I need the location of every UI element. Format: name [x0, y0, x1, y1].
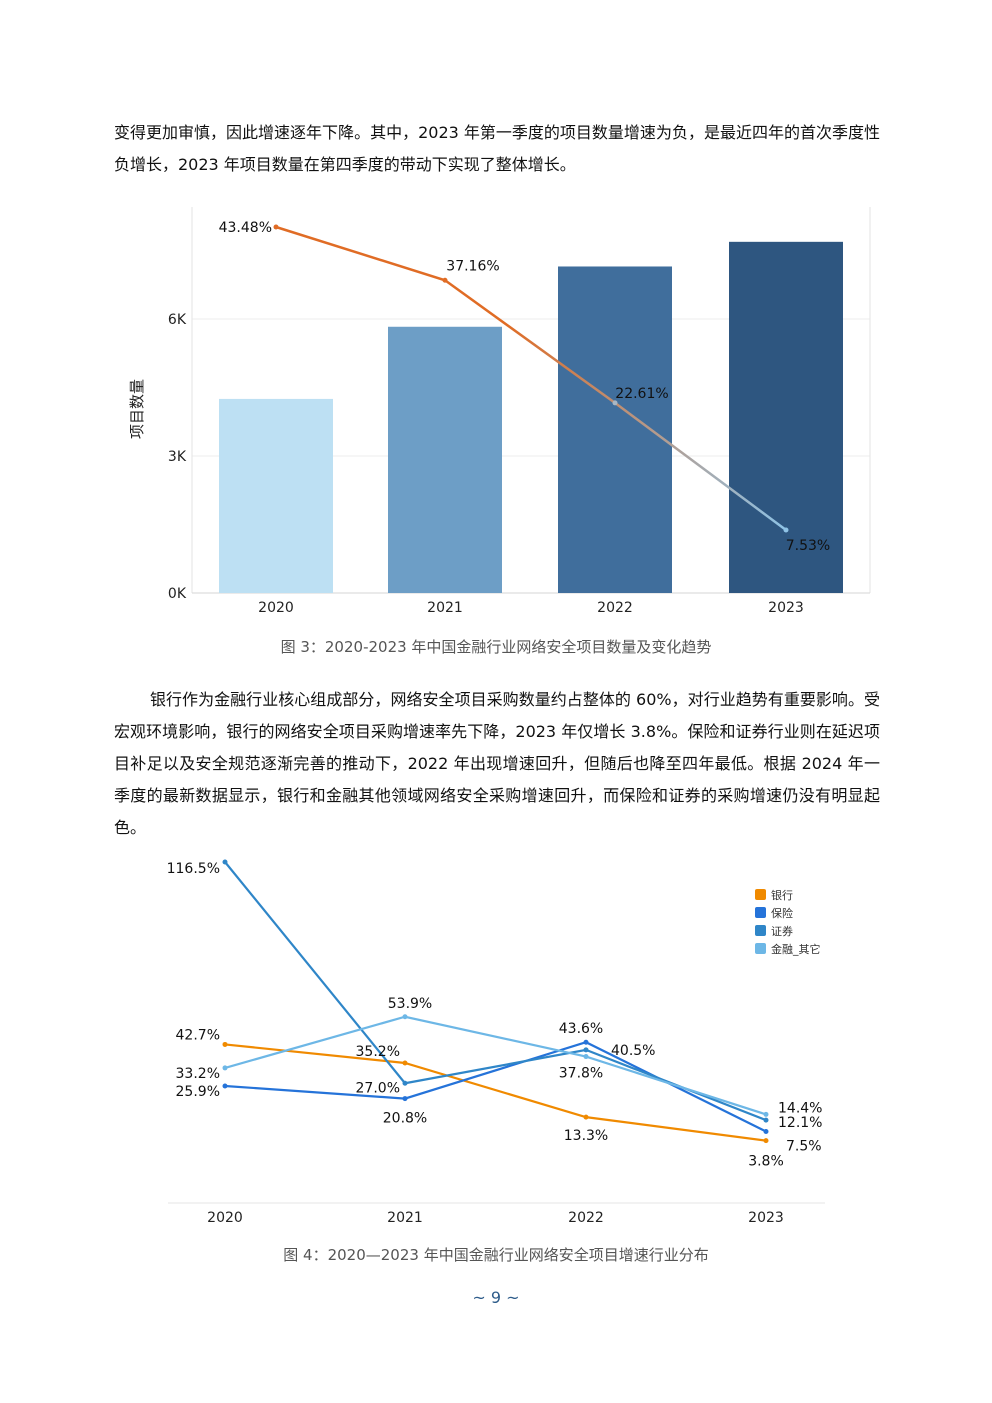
- chart1-growth-point: [273, 224, 279, 230]
- page-number: ~ 9 ~: [472, 1288, 520, 1307]
- chart2-point-securities: [763, 1117, 769, 1123]
- chart2-line-insurance: [224, 1041, 767, 1133]
- chart2-legend-swatch: [755, 907, 766, 918]
- chart1-growth-label: 37.16%: [446, 258, 499, 274]
- chart2-point-finance_other: [763, 1111, 769, 1117]
- chart1-x-tick-label: 2022: [597, 600, 633, 616]
- chart1-growth-labels: 43.48% 37.16% 22.61% 7.53%: [219, 220, 831, 554]
- chart2-point-insurance: [222, 1083, 228, 1089]
- chart2-data-labels: 42.7% 35.2% 13.3% 3.8% 25.9% 20.8% 43.6% 7.5% 11…: [167, 861, 823, 1170]
- chart2-line-securities: [224, 861, 767, 1122]
- paragraph-intro: 变得更加审慎，因此增速逐年下降。其中，2023 年第一季度的项目数量增速为负，是…: [114, 117, 880, 181]
- chart2-point-bank: [402, 1060, 408, 1066]
- chart1-growth-label: 7.53%: [786, 538, 830, 554]
- chart2-x-tick-label: 2023: [748, 1210, 784, 1226]
- chart2-legend-swatch: [755, 925, 766, 936]
- chart2-data-label: 40.5%: [611, 1043, 655, 1059]
- chart2-point-securities: [402, 1080, 408, 1086]
- chart1-x-tick-label: 2023: [768, 600, 804, 616]
- chart1-bar-2021: [388, 326, 502, 593]
- paragraph-analysis: 银行作为金融行业核心组成部分，网络安全项目采购数量约占整体的 60%，对行业趋势…: [114, 684, 880, 844]
- chart2-data-label: 3.8%: [748, 1154, 784, 1170]
- chart2-point-bank: [763, 1138, 769, 1144]
- chart1-x-tick-label: 2021: [427, 600, 463, 616]
- chart2-data-label: 25.9%: [176, 1084, 220, 1100]
- chart1-y-tick-label: 6K: [168, 312, 187, 328]
- chart2-data-label: 33.2%: [176, 1066, 220, 1082]
- chart2-data-label: 20.8%: [383, 1111, 427, 1127]
- chart1-y-tick-label: 0K: [168, 586, 187, 602]
- chart2-legend-label: 证券: [771, 924, 793, 938]
- chart1-x-tick-label: 2020: [258, 600, 294, 616]
- chart2-data-label: 13.3%: [564, 1128, 608, 1144]
- paragraph-text: 变得更加审慎，因此增速逐年下降。其中，2023 年第一季度的项目数量增速为负，是…: [114, 123, 880, 174]
- chart2-data-label: 7.5%: [786, 1138, 822, 1154]
- chart1-growth-polyline: [275, 225, 787, 532]
- chart2-point-finance_other: [222, 1065, 228, 1071]
- chart1-bar-2023: [729, 241, 843, 593]
- chart2-legend-label: 银行: [771, 888, 793, 902]
- chart2-line-finance_other: [224, 1015, 767, 1116]
- chart2-x-tick-label: 2021: [387, 1210, 423, 1226]
- chart2-line-bank: [224, 1043, 767, 1142]
- chart1-y-tick-label: 3K: [168, 449, 187, 465]
- chart1-y-axis-label: 项目数量: [128, 379, 146, 439]
- chart2-data-label: 27.0%: [356, 1080, 400, 1096]
- chart1-x-axis: 2020 2021 2022 2023: [258, 600, 804, 616]
- chart2-data-label: 43.6%: [559, 1021, 603, 1037]
- chart1-growth-line: [273, 224, 789, 533]
- chart2-legend-label: 金融_其它: [771, 942, 821, 956]
- chart2-legend-label: 保险: [771, 906, 793, 920]
- chart2-x-tick-label: 2022: [568, 1210, 604, 1226]
- chart2-point-insurance: [763, 1128, 769, 1134]
- chart1-growth-label: 22.61%: [615, 386, 668, 402]
- chart2-series-lines: [222, 859, 769, 1144]
- figure-4-caption: 图 4：2020—2023 年中国金融行业网络安全项目增速行业分布: [283, 1246, 709, 1264]
- chart2-data-label: 37.8%: [559, 1066, 603, 1082]
- chart2-point-bank: [583, 1114, 589, 1120]
- chart2-data-label: 42.7%: [176, 1027, 220, 1043]
- chart1-bar-2020: [219, 398, 333, 593]
- chart2-data-label: 14.4%: [778, 1100, 822, 1116]
- chart1-growth-point: [783, 527, 789, 533]
- chart2-x-tick-label: 2020: [207, 1210, 243, 1226]
- chart2-point-securities: [583, 1047, 589, 1053]
- chart2-data-label: 35.2%: [356, 1044, 400, 1060]
- chart2-data-label: 116.5%: [167, 861, 220, 877]
- project-count-chart: 0K 3K 6K 项目数量 2020 2021 2022 2023 43.48% 37.16…: [128, 207, 871, 616]
- figure-3-caption: 图 3：2020-2023 年中国金融行业网络安全项目数量及变化趋势: [280, 638, 712, 656]
- chart1-growth-label: 43.48%: [219, 220, 272, 236]
- chart2-legend-swatch: [755, 889, 766, 900]
- chart2-point-securities: [222, 859, 228, 865]
- chart2-data-label: 12.1%: [778, 1115, 822, 1131]
- chart1-growth-point: [442, 277, 448, 283]
- chart2-x-axis: 2020 2021 2022 2023: [207, 1210, 784, 1226]
- chart2-point-finance_other: [402, 1014, 408, 1020]
- paragraph-text: 银行作为金融行业核心组成部分，网络安全项目采购数量约占整体的 60%，对行业趋势…: [114, 690, 880, 837]
- chart2-point-bank: [222, 1041, 228, 1047]
- chart1-bars: [219, 241, 843, 593]
- chart2-point-insurance: [402, 1096, 408, 1102]
- chart2-point-finance_other: [583, 1054, 589, 1060]
- chart1-y-axis: 0K 3K 6K: [168, 312, 187, 602]
- chart2-point-insurance: [583, 1039, 589, 1045]
- chart2-data-label: 53.9%: [388, 996, 432, 1012]
- chart2-legend-swatch: [755, 943, 766, 954]
- chart1-growth-point: [612, 400, 618, 406]
